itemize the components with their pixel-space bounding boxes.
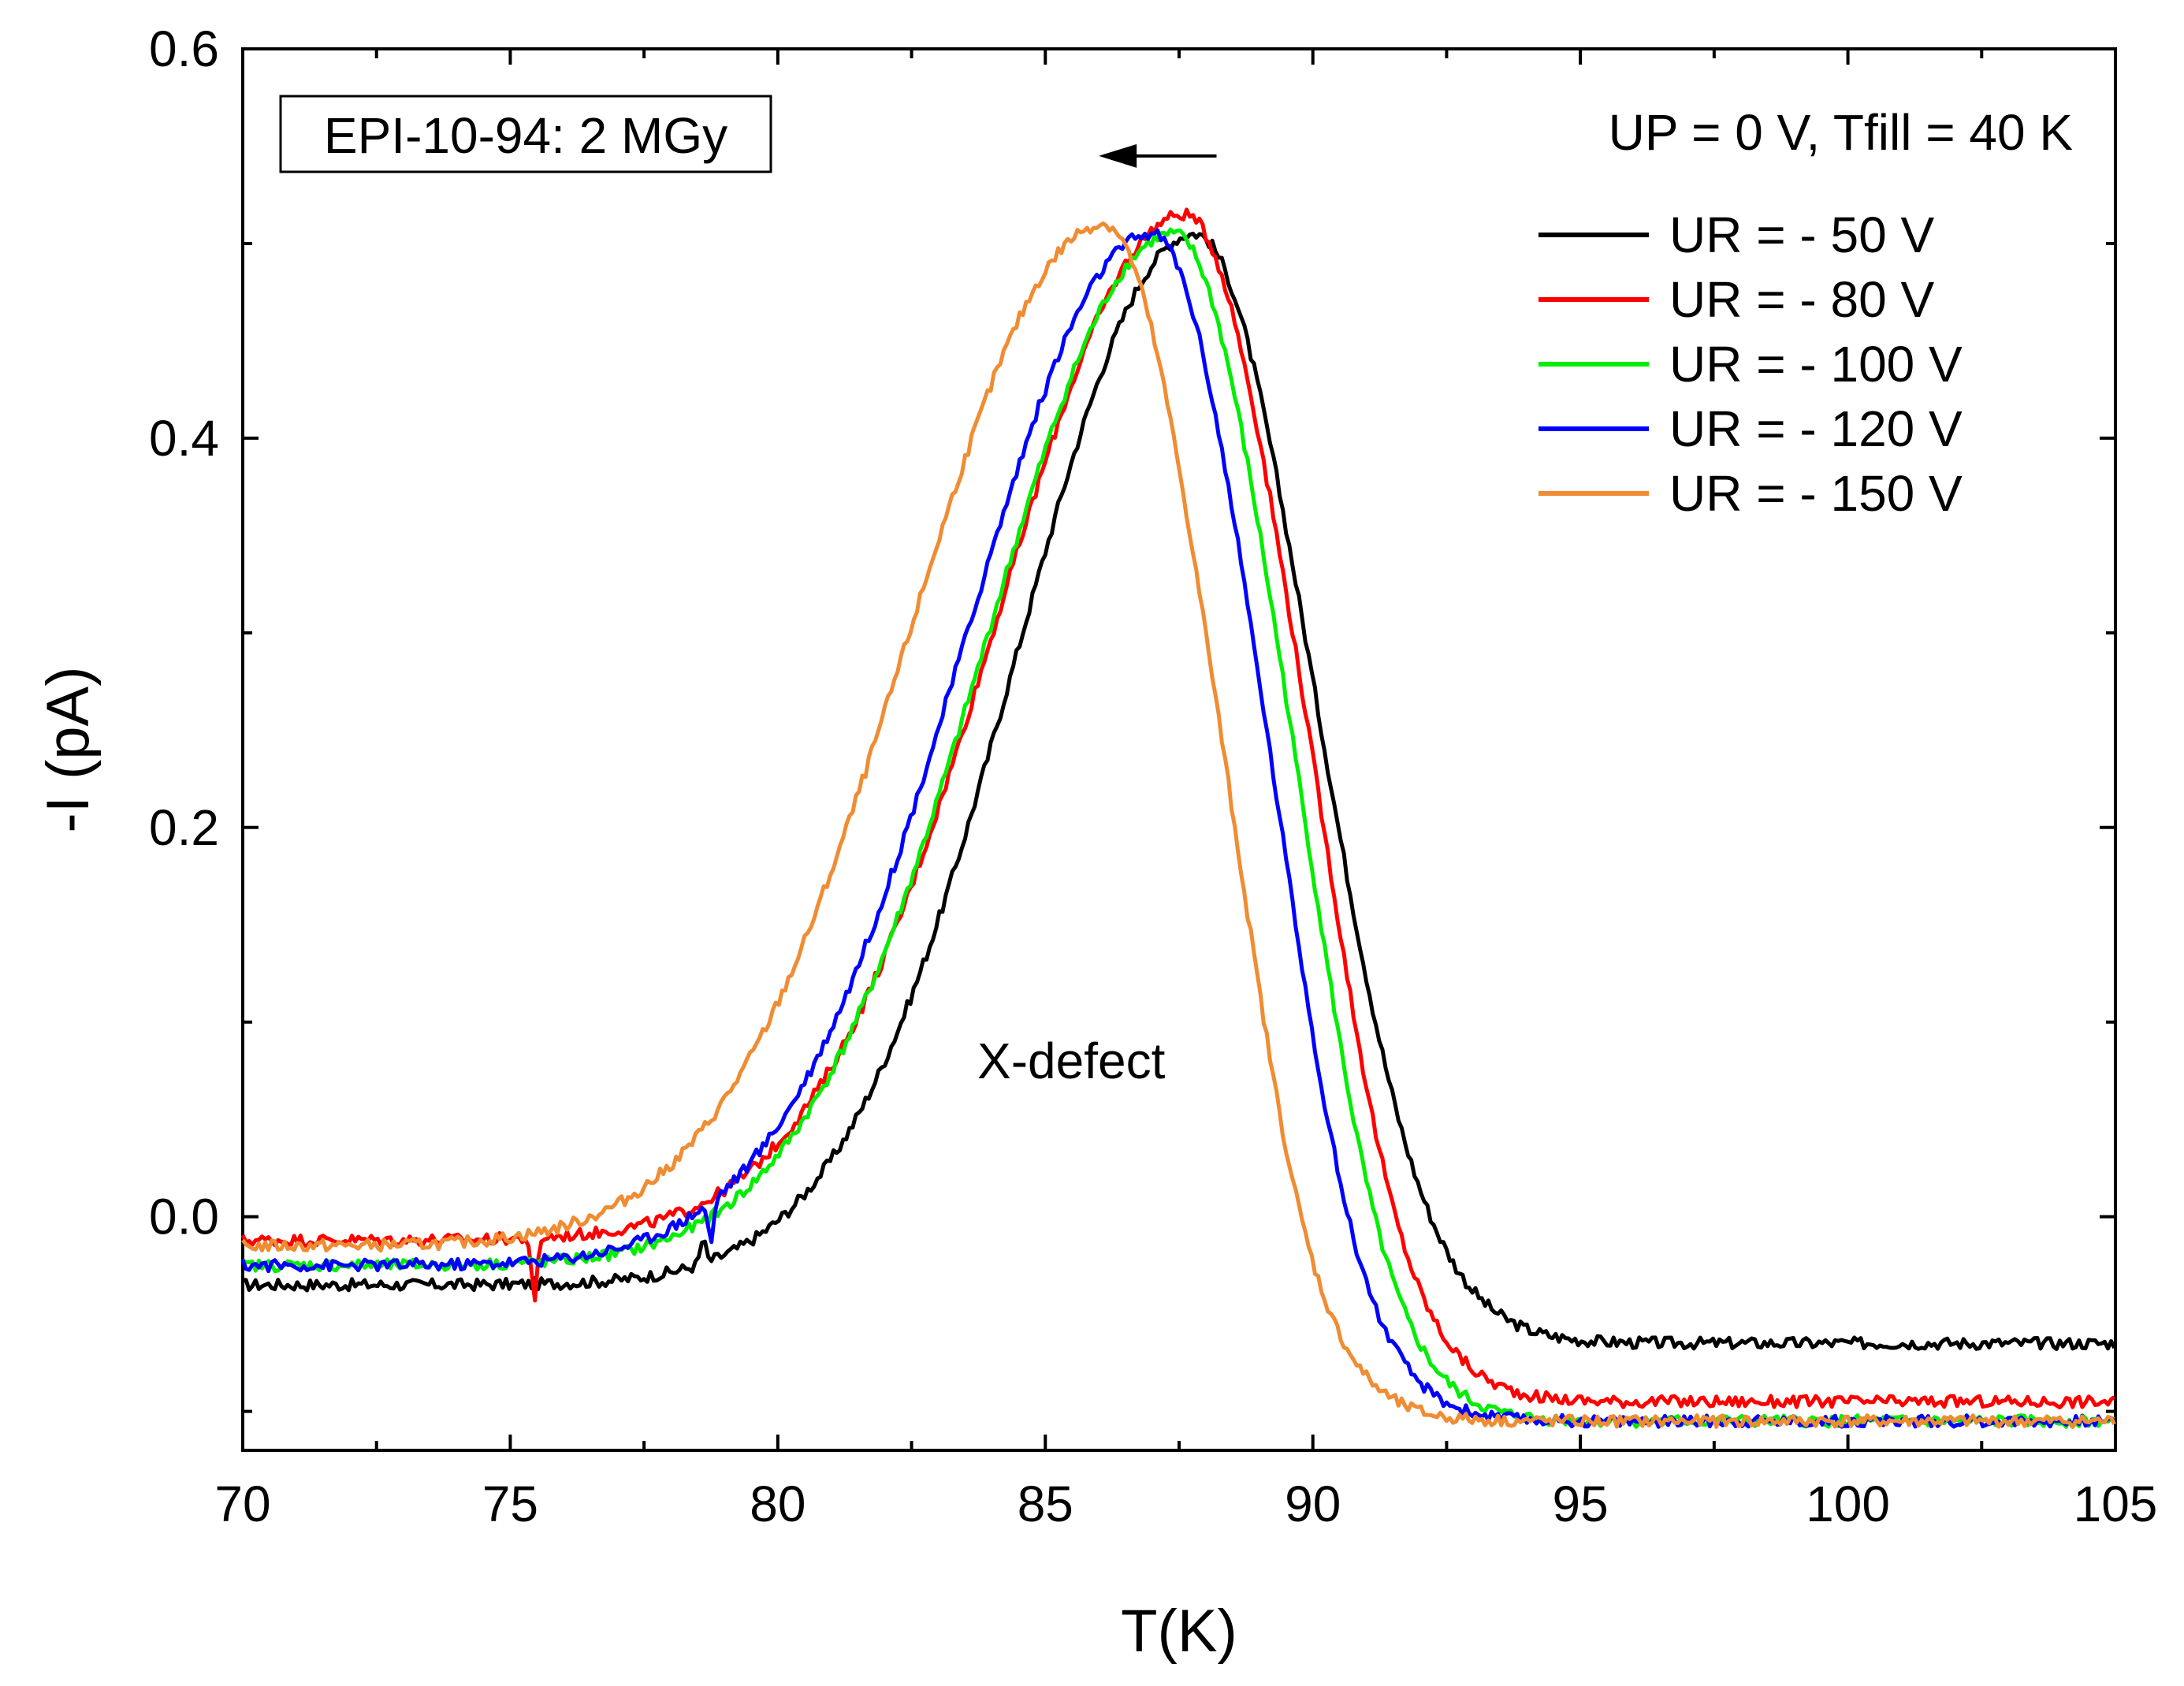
x-tick-label: 70 xyxy=(214,1476,270,1532)
legend-label: UR = - 80 V xyxy=(1669,271,1934,328)
shift-arrow xyxy=(1099,143,1217,168)
legend-label: UR = - 150 V xyxy=(1669,465,1963,522)
series-lines xyxy=(240,207,2116,1429)
series-line xyxy=(242,231,2116,1351)
y-tick-label: 0.4 xyxy=(149,410,219,467)
y-tick-label: 0.6 xyxy=(149,20,219,77)
sample-label-box: EPI-10-94: 2 MGy xyxy=(279,95,772,173)
legend: UR = - 50 V UR = - 80 V UR = - 100 V UR = -… xyxy=(1538,207,1963,522)
x-axis-label: T(K) xyxy=(1121,1598,1237,1665)
peak-annotation: X-defect xyxy=(977,1033,1166,1089)
x-tick-label: 90 xyxy=(1285,1476,1341,1532)
conditions-label: UP = 0 V, Tfill = 40 K xyxy=(1609,104,2073,161)
sample-label: EPI-10-94: 2 MGy xyxy=(324,107,727,164)
axis-tick-labels: 70 75 80 85 90 95 100 105 0.0 0.2 0.4 0.6 xyxy=(149,20,2157,1532)
sample-label-frame xyxy=(279,95,772,173)
x-tick-label: 75 xyxy=(482,1476,538,1532)
y-axis-label: -I (pA) xyxy=(35,666,102,832)
x-tick-label: 80 xyxy=(750,1476,806,1532)
legend-label: UR = - 50 V xyxy=(1669,207,1934,263)
y-tick-label: 0.0 xyxy=(149,1189,219,1245)
x-tick-label: 95 xyxy=(1553,1476,1609,1532)
x-tick-label: 85 xyxy=(1018,1476,1073,1532)
axis-ticks xyxy=(241,47,2117,1450)
y-tick-label: 0.2 xyxy=(149,799,219,856)
plot-area xyxy=(241,47,2117,1452)
x-tick-label: 100 xyxy=(1806,1476,1890,1532)
arrow-head xyxy=(1099,143,1137,168)
series-line xyxy=(240,221,2116,1429)
x-tick-label: 105 xyxy=(2074,1476,2158,1532)
legend-label: UR = - 100 V xyxy=(1669,336,1963,393)
legend-label: UR = - 120 V xyxy=(1669,400,1963,457)
series-line xyxy=(240,207,2115,1410)
